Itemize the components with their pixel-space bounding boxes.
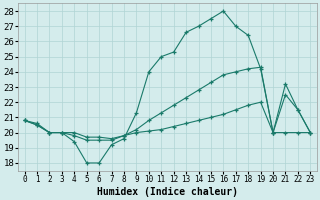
X-axis label: Humidex (Indice chaleur): Humidex (Indice chaleur) [97,186,238,197]
